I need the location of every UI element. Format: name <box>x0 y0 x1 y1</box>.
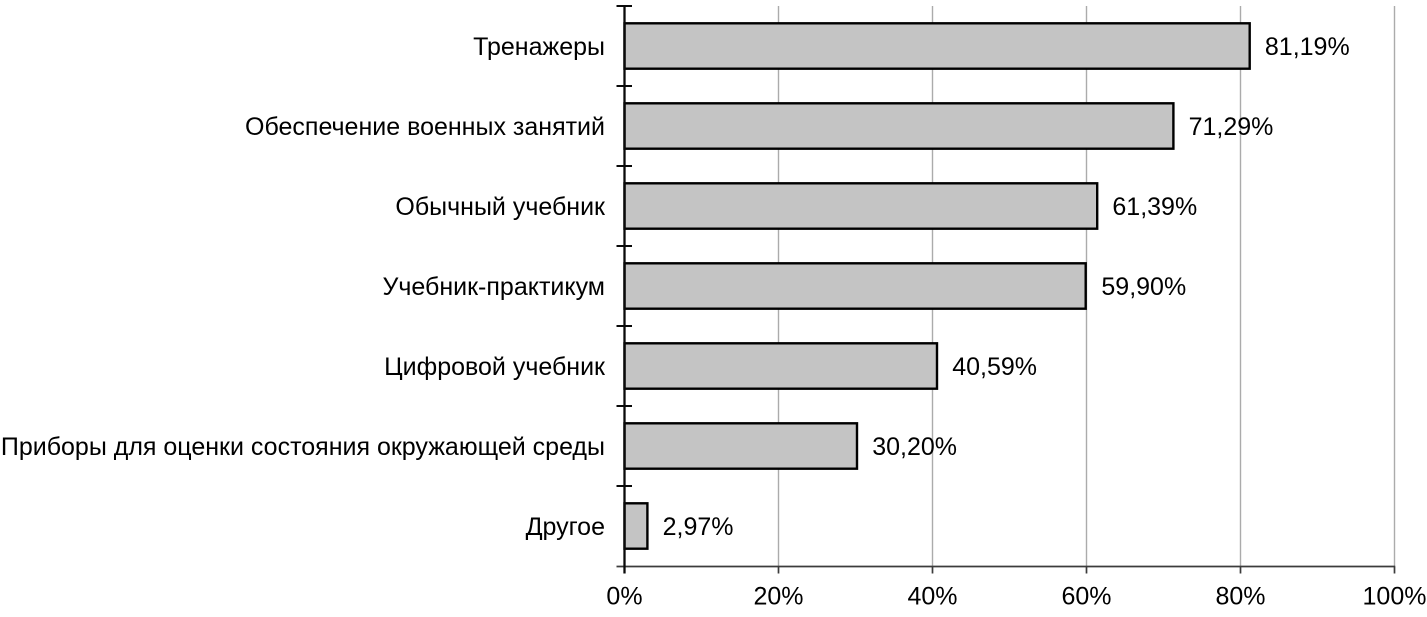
svg-text:0%: 0% <box>606 583 642 611</box>
svg-text:Тренажеры: Тренажеры <box>473 33 605 61</box>
svg-text:Обычный учебник: Обычный учебник <box>395 193 606 221</box>
svg-text:81,19%: 81,19% <box>1265 33 1350 61</box>
svg-text:40%: 40% <box>907 583 957 611</box>
svg-text:71,29%: 71,29% <box>1189 113 1274 141</box>
svg-text:Учебник-практикум: Учебник-практикум <box>383 273 606 301</box>
svg-text:61,39%: 61,39% <box>1112 193 1197 221</box>
svg-text:Цифровой учебник: Цифровой учебник <box>384 353 606 381</box>
svg-text:Другое: Другое <box>526 513 605 541</box>
svg-text:Приборы для оценки состояния о: Приборы для оценки состояния окружающей … <box>1 433 605 461</box>
svg-text:80%: 80% <box>1215 583 1265 611</box>
svg-text:20%: 20% <box>753 583 803 611</box>
svg-text:40,59%: 40,59% <box>952 353 1037 381</box>
svg-text:2,97%: 2,97% <box>663 513 734 541</box>
svg-text:60%: 60% <box>1061 583 1111 611</box>
svg-text:30,20%: 30,20% <box>872 433 957 461</box>
svg-text:100%: 100% <box>1363 583 1427 611</box>
svg-text:Обеспечение военных занятий: Обеспечение военных занятий <box>245 113 605 141</box>
svg-text:59,90%: 59,90% <box>1101 273 1186 301</box>
